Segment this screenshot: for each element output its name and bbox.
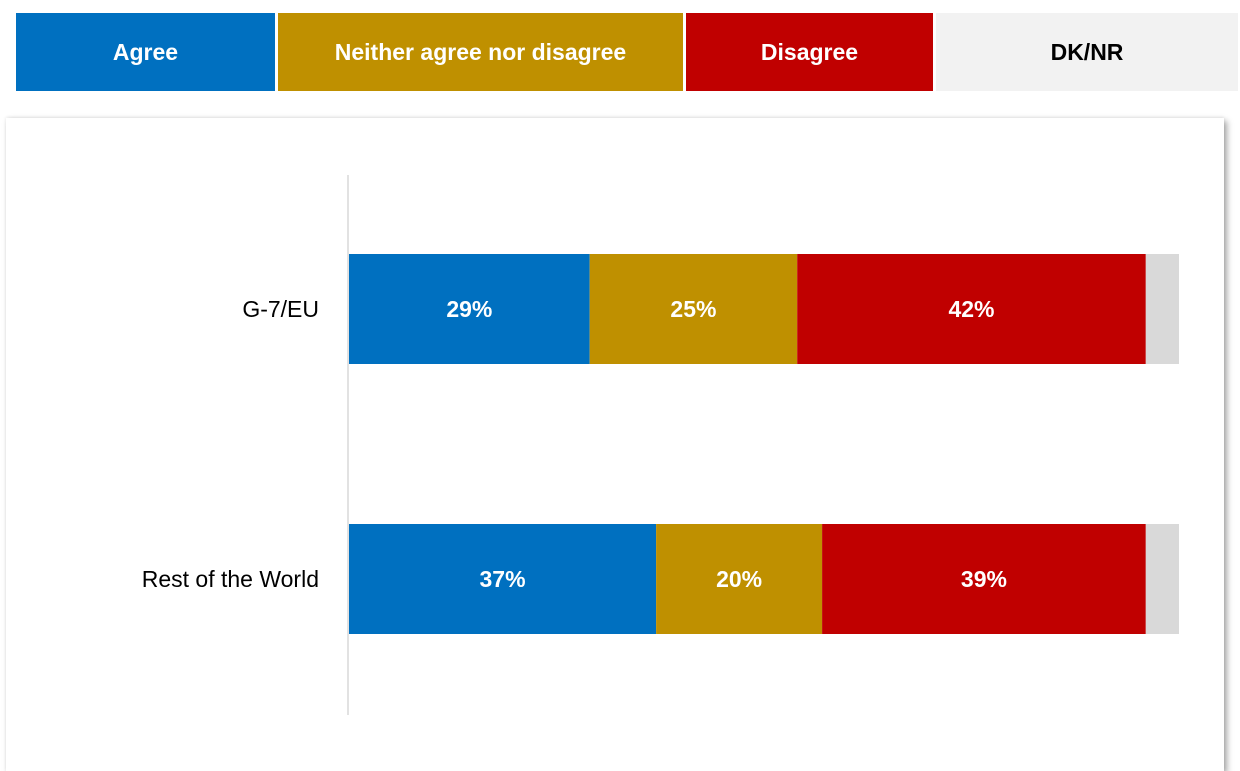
- bar-segment: [1146, 524, 1179, 634]
- category-label: G-7/EU: [242, 296, 319, 322]
- data-label: 29%: [446, 296, 492, 322]
- data-label: 39%: [961, 566, 1007, 592]
- data-label: 20%: [716, 566, 762, 592]
- bar-segment: [1146, 254, 1179, 364]
- data-label: 42%: [948, 296, 994, 322]
- data-label: 25%: [670, 296, 716, 322]
- category-label: Rest of the World: [142, 566, 319, 592]
- data-label: 37%: [480, 566, 526, 592]
